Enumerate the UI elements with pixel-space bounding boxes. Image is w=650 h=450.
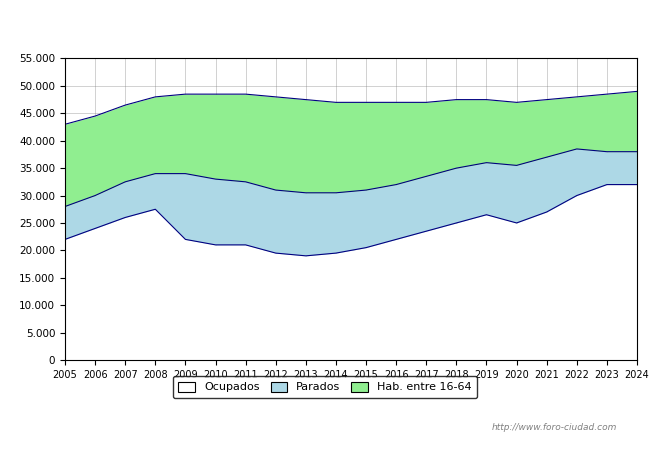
Text: http://www.foro-ciudad.com: http://www.foro-ciudad.com (492, 423, 618, 432)
Text: Alcalá de Guadaíra - Evolucion de la poblacion en edad de Trabajar Noviembre de : Alcalá de Guadaíra - Evolucion de la pob… (51, 21, 599, 33)
Legend: Ocupados, Parados, Hab. entre 16-64: Ocupados, Parados, Hab. entre 16-64 (173, 376, 477, 398)
